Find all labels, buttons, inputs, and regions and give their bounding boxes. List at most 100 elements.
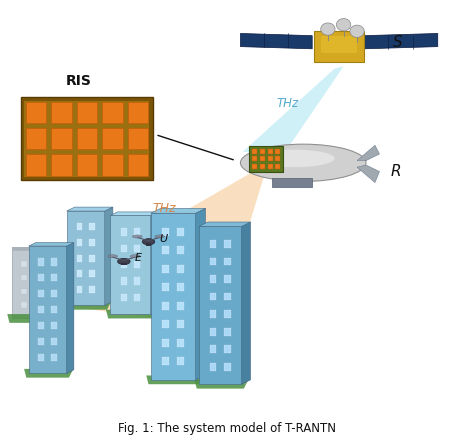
Polygon shape [25,128,46,149]
Polygon shape [29,246,67,373]
Polygon shape [224,345,231,353]
Polygon shape [24,369,74,378]
Polygon shape [242,222,251,384]
Polygon shape [110,212,158,215]
Polygon shape [121,294,127,301]
Polygon shape [51,290,57,297]
Polygon shape [178,301,184,310]
Polygon shape [151,208,206,213]
Ellipse shape [241,144,366,182]
Polygon shape [210,258,217,266]
Polygon shape [51,258,57,266]
Polygon shape [163,228,169,236]
Polygon shape [134,245,140,252]
Polygon shape [77,223,82,230]
Polygon shape [12,247,61,250]
Ellipse shape [130,255,140,258]
Polygon shape [67,242,74,373]
Polygon shape [102,154,123,175]
Polygon shape [29,242,74,246]
Polygon shape [21,275,27,281]
Polygon shape [121,261,127,269]
Ellipse shape [133,235,142,238]
Polygon shape [267,164,273,169]
Polygon shape [196,208,206,380]
Polygon shape [134,294,140,301]
Text: THz: THz [276,97,299,110]
Polygon shape [89,223,95,230]
Ellipse shape [336,19,351,31]
Polygon shape [39,290,44,297]
Polygon shape [77,270,82,278]
Polygon shape [34,275,39,281]
Polygon shape [267,149,273,154]
Polygon shape [260,164,265,169]
Polygon shape [46,275,51,281]
Polygon shape [199,222,251,226]
Polygon shape [224,328,231,336]
Polygon shape [163,283,169,291]
Polygon shape [106,309,158,318]
Polygon shape [224,275,231,283]
Polygon shape [39,274,44,281]
Polygon shape [77,128,97,149]
Text: Fig. 1: The system model of T-RANTN: Fig. 1: The system model of T-RANTN [118,422,336,435]
Text: THz: THz [153,202,176,215]
Polygon shape [7,314,68,323]
Polygon shape [67,207,113,211]
Polygon shape [146,376,202,384]
Polygon shape [77,239,82,246]
Polygon shape [178,320,184,329]
Polygon shape [21,97,153,180]
Polygon shape [77,286,82,293]
Polygon shape [39,322,44,329]
Polygon shape [275,149,281,154]
Polygon shape [252,164,257,169]
Polygon shape [102,128,123,149]
Polygon shape [121,278,127,285]
Polygon shape [241,33,312,49]
Text: S: S [393,35,403,50]
Polygon shape [224,258,231,266]
Polygon shape [224,363,231,371]
Polygon shape [51,274,57,281]
Polygon shape [224,293,231,301]
Ellipse shape [254,150,335,167]
Polygon shape [178,357,184,365]
Polygon shape [34,302,39,308]
Polygon shape [178,246,184,254]
Text: U: U [160,234,168,244]
Polygon shape [51,354,57,361]
Polygon shape [77,102,97,123]
Polygon shape [89,286,95,293]
Polygon shape [21,289,27,294]
Polygon shape [224,240,231,248]
Ellipse shape [155,235,165,238]
Polygon shape [210,240,217,248]
Polygon shape [194,380,248,388]
Polygon shape [110,215,151,314]
Polygon shape [39,338,44,345]
Polygon shape [89,270,95,278]
Polygon shape [134,278,140,285]
Ellipse shape [108,255,118,258]
Polygon shape [134,228,140,236]
Polygon shape [39,354,44,361]
Polygon shape [46,262,51,267]
Polygon shape [163,339,169,347]
Polygon shape [25,100,149,177]
Polygon shape [39,258,44,266]
Polygon shape [249,146,283,171]
Polygon shape [102,102,123,123]
Polygon shape [46,302,51,308]
Ellipse shape [118,258,130,265]
Polygon shape [163,246,169,254]
Polygon shape [67,211,105,305]
Polygon shape [51,128,72,149]
Polygon shape [151,213,196,380]
Polygon shape [163,301,169,310]
Text: R: R [391,164,401,179]
Polygon shape [51,306,57,313]
Polygon shape [315,31,364,62]
Polygon shape [243,66,344,152]
